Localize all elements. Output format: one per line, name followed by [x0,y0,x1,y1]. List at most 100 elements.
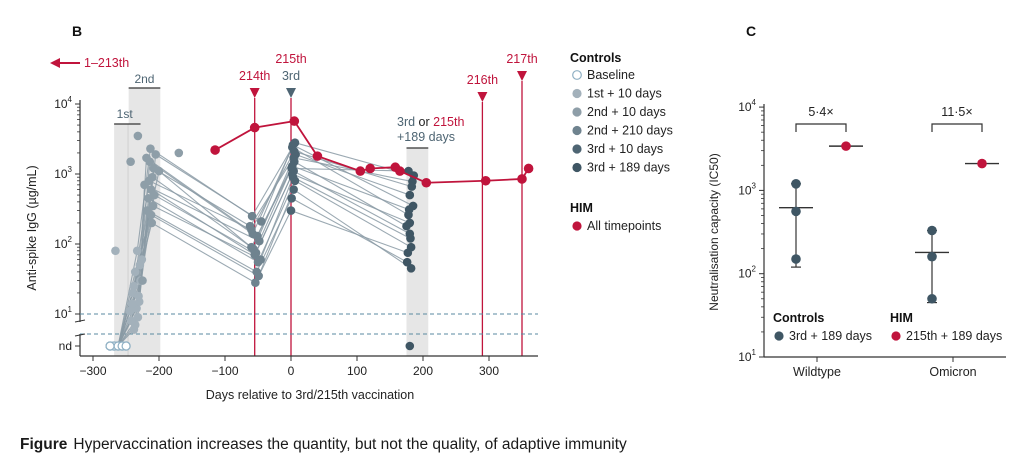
event-sublabel-3rd: 3rd [282,69,300,83]
control-point [290,138,300,147]
x-tick-label-wildtype: Wildtype [793,365,841,379]
band-label-2nd: 2nd [134,72,154,86]
arrow-1-213-label: 1–213th [84,56,129,70]
y-axis-title-c: Neutralisation capacity (IC50) [707,153,721,310]
controls-point-wildtype [791,179,801,189]
legend-label-him: All timepoints [587,219,661,233]
legend-label-c2nd210: 2nd + 210 days [587,124,673,138]
controls-point-omicron [927,225,937,236]
control-point [247,225,256,235]
him-point [517,174,527,184]
him-point [523,163,534,174]
control-point [125,306,135,316]
legend-marker-c2nd210 [572,125,582,136]
legend-marker-him [572,221,582,231]
fold-change-wildtype: 5·4× [808,105,833,119]
him-point [355,166,366,176]
control-point [254,271,263,281]
band-3rd-189 [406,148,429,356]
control-point [405,218,415,228]
label-part-or: or [415,115,430,129]
him-point [421,177,432,188]
legend-marker-baseline [572,70,582,80]
band-label-1st: 1st [117,107,134,121]
event-label-214th: 214th [239,69,270,83]
control-point [129,281,139,291]
event-marker-217th [517,71,527,81]
control-point-extra [174,148,184,158]
control-point [403,248,413,258]
legend-c-him-title: HIM [890,311,913,325]
y-tick-label-b: 103 [54,165,72,181]
panel-b-letter: B [72,23,82,39]
figure-caption: Figure Hypervaccination increases the qua… [20,436,627,454]
y-tick-label-c: 101 [738,348,756,364]
control-point-extra [126,157,135,166]
legend-c-him-marker [891,331,901,341]
legend-c-controls-title: Controls [773,311,824,325]
control-point [135,260,145,270]
legend-b: Controls Baseline 1st + 10 days 2nd + 10 da… [570,51,673,233]
him-point-omicron [977,158,987,169]
control-point [289,185,298,194]
control-point [133,312,143,322]
control-trajectory [117,156,409,347]
event-marker-3rd [286,88,296,98]
legend-marker-c1st [572,88,582,99]
him-point [210,145,220,155]
y-tick-label-b: 101 [54,305,72,321]
panel-c-letter: C [746,23,756,39]
him-line [214,120,530,184]
controls-point-wildtype [791,206,801,217]
him-point [480,175,491,186]
legend-c-controls-marker [774,331,784,341]
fold-bracket-omicron [931,123,983,132]
legend-label-baseline: Baseline [587,68,635,82]
band-1st [114,124,128,356]
control-point [126,316,136,326]
control-point [287,193,296,203]
control-point-extra [111,246,120,256]
control-point [130,267,140,277]
control-point [134,291,143,301]
legend-c-controls-label: 3rd + 189 days [789,329,872,343]
control-point [256,255,265,264]
caption-text: Hypervaccination increases the quantity,… [73,436,627,453]
him-point [365,163,376,174]
control-point [144,176,154,186]
y-axis-title-b: Anti-spike IgG (µg/mL) [25,165,39,290]
control-point [251,278,260,287]
controls-point-omicron [927,293,937,304]
event-label-215th: 215th [275,52,306,66]
legend-him-title: HIM [570,201,593,215]
him-point [312,151,323,161]
legend-marker-c2nd10 [572,107,582,117]
legend-marker-c3rd189 [572,162,582,173]
control-point [247,211,257,221]
legend-label-c3rd10: 3rd + 10 days [587,142,663,156]
control-point [147,218,157,228]
control-point [146,210,156,220]
control-point [154,166,164,176]
control-point [150,190,159,200]
control-point [287,164,296,173]
label-3rd-or-215th: 3rd or 215th [397,115,464,129]
y-tick-label-nd: nd [59,339,72,353]
event-label-217th: 217th [506,52,537,66]
legend-controls-title: Controls [570,51,621,65]
y-tick-label-b: 104 [54,95,72,111]
control-trajectory [117,209,409,347]
control-point [407,182,417,191]
control-point [289,153,298,163]
event-marker-216th [477,92,488,102]
y-tick-label-b: 102 [54,235,72,251]
controls-point-omicron [927,251,937,262]
control-point-extra [133,131,143,141]
control-point [405,190,415,200]
control-point [402,257,412,267]
caption-label: Figure [20,436,68,453]
him-point [249,122,260,133]
legend-label-c3rd189: 3rd + 189 days [587,161,670,175]
x-tick-label-b: 100 [347,364,367,378]
